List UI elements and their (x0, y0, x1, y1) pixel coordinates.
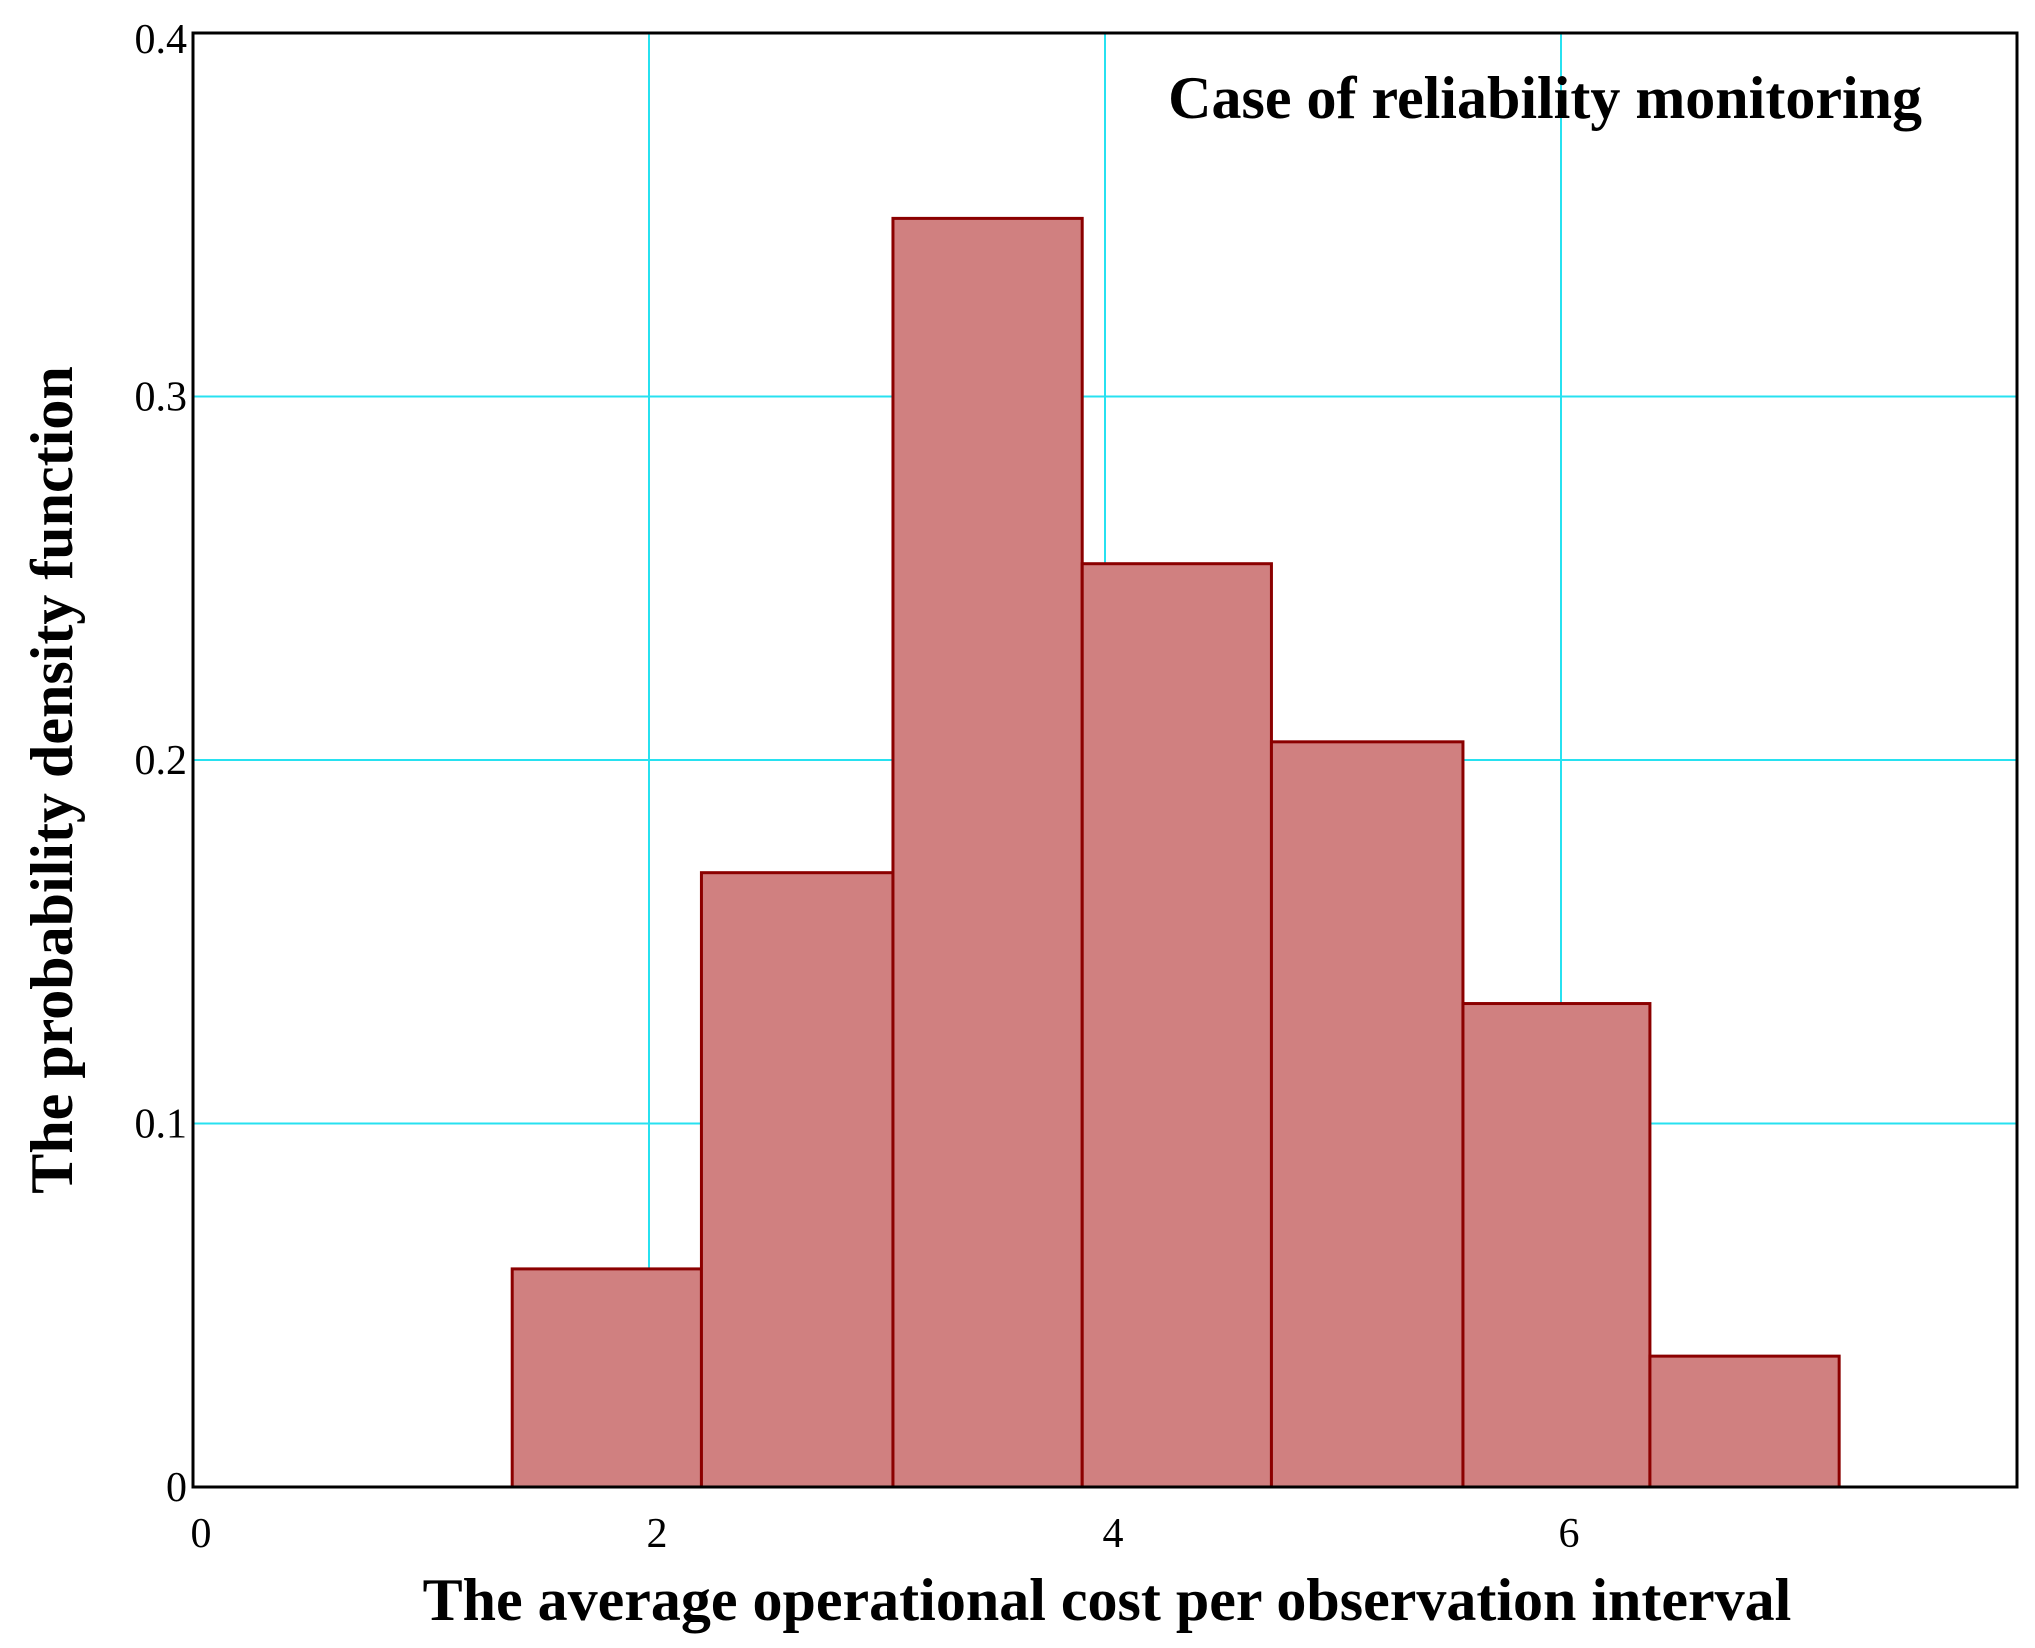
y-tick-label: 0.4 (135, 17, 188, 63)
histogram-bar (510, 1267, 703, 1489)
y-tick-label: 0.3 (135, 375, 188, 421)
histogram-bar (1648, 1354, 1841, 1489)
chart-title: Case of reliability monitoring (1168, 65, 1922, 131)
y-axis-ticks: 0 0.1 0.2 0.3 0.4 (135, 17, 188, 1511)
y-tick-label: 0.2 (135, 738, 188, 784)
x-axis-ticks: 0 2 4 6 (191, 1511, 1580, 1557)
histogram-bar (1461, 1002, 1652, 1489)
plot-area-frame (191, 31, 2019, 1489)
y-tick-label: 0 (166, 1465, 187, 1511)
histogram-bar (891, 216, 1084, 1489)
histogram-bar (1080, 562, 1273, 1489)
x-tick-label: 6 (1559, 1511, 1580, 1557)
histogram-bar (699, 871, 895, 1489)
x-axis-title: The average operational cost per observa… (423, 1567, 1792, 1633)
x-tick-label: 0 (191, 1511, 212, 1557)
y-axis-title: The probability density function (19, 366, 85, 1193)
histogram-bar (1269, 740, 1465, 1489)
y-tick-label: 0.1 (135, 1102, 188, 1148)
x-tick-label: 2 (647, 1511, 668, 1557)
x-tick-label: 4 (1103, 1511, 1124, 1557)
